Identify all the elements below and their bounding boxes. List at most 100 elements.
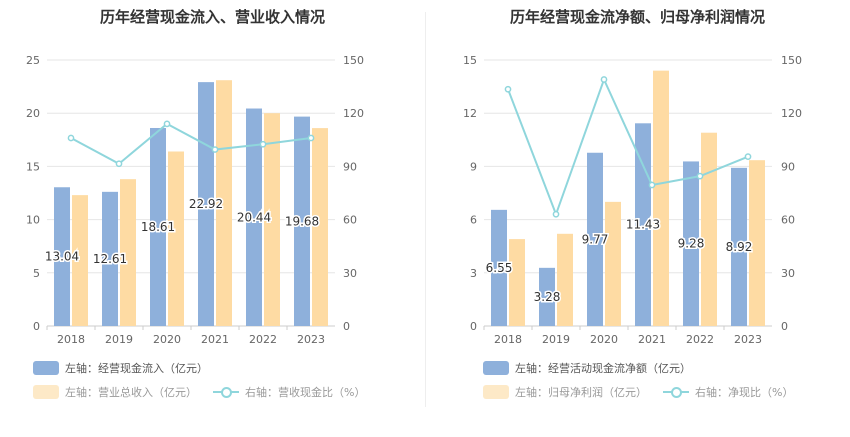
ratio-point (504, 85, 512, 93)
ratio-point (115, 160, 123, 168)
legend-swatch-orange (33, 385, 59, 399)
ratio-point (67, 134, 75, 142)
ratio-point (552, 210, 560, 218)
legend-item-cash-inflow[interactable]: 左轴：经营现金流入（亿元） (33, 360, 208, 376)
legend-swatch-orange (483, 385, 509, 399)
bar-net-profit (749, 160, 765, 326)
bar-net-profit (557, 233, 573, 326)
ratio-point (163, 120, 171, 128)
legend-swatch-line (213, 385, 239, 399)
bar-data-label: 19.68 (285, 214, 319, 228)
bar-revenue (120, 179, 136, 326)
x-tick-label: 2018 (57, 333, 85, 346)
legend-item-revenue[interactable]: 左轴：营业总收入（亿元） (33, 384, 197, 400)
y-left-tick-label: 25 (26, 54, 40, 67)
legend-row-2: 左轴：营业总收入（亿元） 右轴：营收现金比（%） (33, 384, 381, 400)
y-right-tick-label: 60 (781, 214, 795, 227)
bar-net-profit (605, 201, 621, 326)
legend-label: 左轴：营业总收入（亿元） (65, 386, 197, 399)
y-right-tick-label: 0 (781, 320, 788, 333)
bar-revenue (168, 151, 184, 326)
ratio-point (744, 153, 752, 160)
legend-label: 左轴：归母净利润（亿元） (515, 386, 647, 399)
bar-cash-inflow (150, 127, 166, 327)
chart-title: 历年经营现金流入、营业收入情况 (99, 8, 325, 26)
x-tick-label: 2021 (638, 333, 666, 346)
y-right-tick-label: 90 (781, 160, 795, 173)
chart-plot-cash-inflow: 0 0 5 30 10 60 15 90 20 120 25 150 2018 2019 2020 2021 2… (26, 54, 364, 346)
x-tick-label: 2022 (686, 333, 714, 346)
ratio-point (696, 172, 704, 180)
ratio-point (211, 146, 219, 153)
bar-cash-inflow (246, 108, 262, 326)
bar-data-label: 12.61 (93, 252, 127, 266)
bar-data-label: 13.04 (45, 250, 79, 264)
bar-revenue (72, 195, 88, 326)
ratio-line (507, 76, 749, 218)
bar-cash-inflow (102, 191, 118, 326)
legend-row-1: 左轴：经营活动现金流净额（亿元） (483, 360, 707, 376)
y-left-tick-label: 0 (33, 320, 40, 333)
legend-item-net-cash[interactable]: 左轴：经营活动现金流净额（亿元） (483, 360, 691, 376)
panel-divider (425, 12, 426, 407)
bar-data-label: 11.43 (626, 218, 660, 232)
bar-net-profit (653, 70, 669, 326)
x-tick-label: 2022 (249, 333, 277, 346)
y-right-tick-label: 120 (781, 107, 802, 120)
bar-data-label: 9.28 (678, 237, 705, 251)
y-left-tick-label: 9 (470, 160, 477, 173)
legend-swatch-blue (483, 361, 509, 375)
bar-net-profit (509, 239, 525, 326)
chart-panel-cash-inflow: 历年经营现金流入、营业收入情况 0 0 5 30 10 60 15 90 20 120 25 150 2… (26, 8, 381, 400)
bar-data-label: 3.28 (534, 290, 561, 304)
legend-label: 右轴：净现比（%） (695, 386, 794, 399)
y-right-tick-label: 150 (781, 54, 802, 67)
y-left-tick-label: 15 (26, 160, 40, 173)
bar-net-cash (587, 152, 603, 326)
ratio-line (70, 122, 312, 165)
y-right-tick-label: 0 (343, 320, 350, 333)
ratio-point (307, 134, 315, 142)
y-left-tick-label: 5 (33, 267, 40, 280)
chart-title: 历年经营现金流净额、归母净利润情况 (509, 8, 765, 26)
y-right-tick-label: 60 (343, 214, 357, 227)
x-tick-label: 2018 (494, 333, 522, 346)
y-left-tick-label: 0 (470, 320, 477, 333)
x-tick-label: 2023 (297, 333, 325, 346)
y-left-tick-label: 15 (463, 54, 477, 67)
legend-label: 左轴：经营活动现金流净额（亿元） (515, 362, 691, 375)
y-left-tick-label: 20 (26, 107, 40, 120)
bar-net-cash (491, 209, 507, 326)
bar-data-label: 8.92 (726, 240, 753, 254)
legend-label: 左轴：经营现金流入（亿元） (65, 362, 208, 375)
legend-item-cash-ratio[interactable]: 右轴：营收现金比（%） (213, 384, 365, 400)
y-left-tick-label: 12 (463, 107, 477, 120)
x-tick-label: 2021 (201, 333, 229, 346)
bar-net-cash (683, 161, 699, 326)
legend-row-1: 左轴：经营现金流入（亿元） (33, 360, 224, 376)
bar-revenue (264, 113, 280, 326)
y-left-tick-label: 6 (470, 214, 477, 227)
bar-cash-inflow (294, 116, 310, 326)
ratio-point (259, 140, 267, 148)
bar-data-label: 9.77 (582, 232, 609, 246)
bar-net-cash (539, 267, 555, 326)
bar-net-profit (701, 132, 717, 326)
y-right-tick-label: 120 (343, 107, 364, 120)
legend-item-net-cash-ratio[interactable]: 右轴：净现比（%） (663, 384, 793, 400)
chart-panel-net-cash: 历年经营现金流净额、归母净利润情况 0 0 3 30 6 60 9 90 12 120 15 150 2… (425, 0, 850, 437)
bar-data-label: 6.55 (486, 261, 513, 275)
legend-swatch-line (663, 385, 689, 399)
chart-plot-net-cash: 0 0 3 30 6 60 9 90 12 120 15 150 2018 2019 2020 2021 202… (463, 54, 802, 346)
x-tick-label: 2019 (105, 333, 133, 346)
y-left-tick-label: 3 (470, 267, 477, 280)
y-right-tick-label: 90 (343, 160, 357, 173)
ratio-point (648, 181, 656, 189)
y-right-tick-label: 30 (781, 267, 795, 280)
x-tick-label: 2020 (153, 333, 181, 346)
legend-item-net-profit[interactable]: 左轴：归母净利润（亿元） (483, 384, 647, 400)
y-right-tick-label: 150 (343, 54, 364, 67)
bar-data-label: 20.44 (237, 210, 271, 224)
bar-cash-inflow (54, 187, 70, 326)
legend-label: 右轴：营收现金比（%） (245, 386, 366, 399)
